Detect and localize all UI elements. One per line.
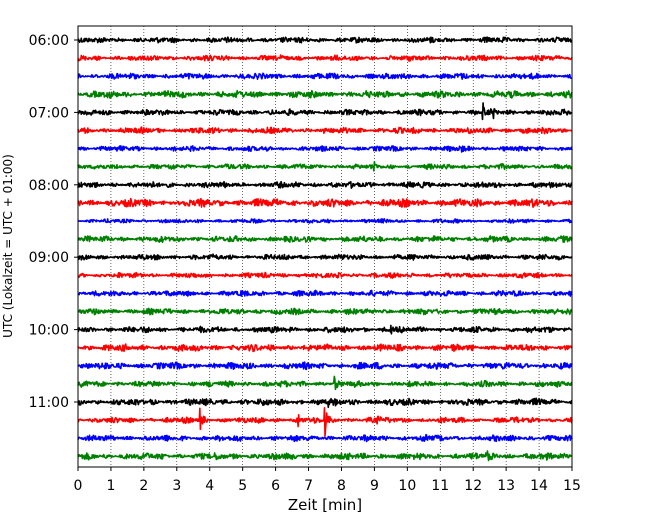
x-tick-label: 9	[370, 478, 379, 494]
x-axis: 0 1 2 3 4 5 6 7 8 9 10 11 12 13 14 15	[74, 467, 581, 494]
trace-0845	[77, 235, 573, 244]
x-tick-label: 8	[337, 478, 346, 494]
x-tick-label: 1	[106, 478, 115, 494]
y-tick-label: 09:00	[29, 250, 69, 266]
trace-0615	[77, 54, 573, 62]
trace-1115	[77, 406, 573, 438]
trace-0715	[77, 126, 573, 135]
trace-0730	[77, 145, 573, 153]
x-tick-label: 5	[238, 478, 247, 494]
seismic-traces	[77, 36, 573, 462]
trace-1015	[77, 343, 573, 353]
trace-1130	[77, 433, 573, 443]
trace-0815	[77, 197, 573, 208]
y-tick-label: 10:00	[29, 323, 69, 339]
x-tick-label: 15	[563, 478, 581, 494]
trace-0745	[77, 160, 573, 172]
x-tick-label: 4	[205, 478, 214, 494]
trace-1100	[77, 397, 573, 409]
trace-1045	[77, 375, 573, 391]
x-tick-label: 3	[172, 478, 181, 494]
trace-0945	[77, 307, 573, 316]
x-tick-label: 11	[431, 478, 449, 494]
plot-frame	[77, 25, 573, 468]
trace-1000	[77, 324, 573, 335]
x-tick-label: 12	[464, 478, 482, 494]
trace-0830	[77, 218, 573, 224]
trace-0630	[77, 72, 573, 81]
x-tick-label: 14	[530, 478, 548, 494]
trace-1145	[77, 450, 573, 462]
trace-0915	[77, 271, 573, 279]
x-tick-label: 7	[304, 478, 313, 494]
y-tick-label: 11:00	[29, 395, 69, 411]
x-tick-label: 13	[497, 478, 515, 494]
trace-0645	[77, 89, 573, 99]
x-tick-label: 6	[271, 478, 280, 494]
trace-0900	[77, 253, 573, 261]
y-tick-label: 08:00	[29, 178, 69, 194]
trace-0700	[77, 102, 573, 121]
trace-1030	[77, 361, 573, 371]
trace-0800	[77, 180, 573, 189]
y-axis: 06:00 07:00 08:00 09:00 10:00 11:00	[29, 33, 78, 411]
trace-0930	[77, 289, 573, 297]
y-tick-label: 07:00	[29, 105, 69, 121]
y-axis-label: UTC (Lokalzeit = UTC + 01:00)	[1, 154, 15, 338]
x-tick-label: 10	[398, 478, 416, 494]
x-tick-label: 2	[139, 478, 148, 494]
x-tick-label: 0	[74, 478, 83, 494]
plot-background	[78, 26, 572, 467]
trace-0600	[77, 36, 573, 44]
x-axis-label: Zeit [min]	[288, 496, 362, 514]
y-tick-label: 06:00	[29, 33, 69, 49]
